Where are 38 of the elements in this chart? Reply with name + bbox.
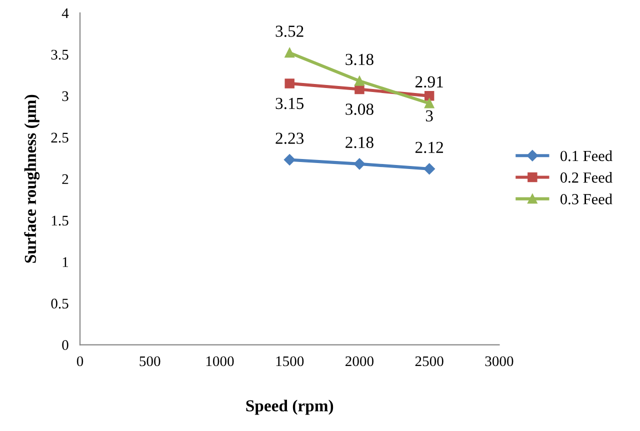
- x-tick-label: 1500: [276, 356, 304, 366]
- point: [424, 163, 435, 175]
- y-tick-label: 0: [62, 340, 68, 350]
- point: [424, 91, 434, 101]
- x-tick-label: 0: [76, 356, 84, 366]
- legend-label: 0.3 Feed: [560, 194, 612, 204]
- point: [424, 98, 434, 108]
- data-label: 3.52: [276, 26, 304, 37]
- point: [284, 48, 294, 58]
- x-tick-label: 2000: [346, 356, 374, 366]
- point: [284, 154, 296, 166]
- x-tick-label: 2500: [415, 356, 444, 366]
- data-label: 2.12: [415, 142, 443, 154]
- y-tick-label: 4: [62, 8, 69, 18]
- y-tick-label: 2.5: [51, 132, 68, 143]
- x-tick-label: 1000: [206, 356, 234, 366]
- y-tick-label: 1: [62, 257, 68, 267]
- legend-label: 0.2 Feed: [560, 172, 612, 183]
- legend-label: 0.1 Feed: [560, 150, 612, 162]
- data-label: 3.08: [346, 104, 374, 115]
- data-label: 3.18: [346, 54, 374, 66]
- data-label: 2.18: [346, 136, 374, 148]
- point: [354, 158, 366, 170]
- point: [284, 78, 294, 88]
- data-label: 3.15: [276, 98, 304, 110]
- x-tick-label: 3000: [485, 356, 514, 366]
- point: [354, 76, 364, 86]
- y-tick-label: 2: [62, 174, 68, 184]
- data-label: 3: [426, 110, 433, 122]
- y-tick-label: 3: [62, 91, 68, 102]
- y-axis-title: Surface roughness (µm): [24, 94, 40, 263]
- data-label: 2.23: [276, 132, 304, 144]
- x-axis-title: Speed (rpm): [246, 400, 334, 415]
- y-tick-label: 1.5: [52, 216, 68, 226]
- y-tick-label: 3.5: [51, 50, 68, 60]
- y-tick-label: 0.5: [51, 298, 68, 309]
- x-tick-label: 500: [140, 356, 160, 366]
- data-label: 2.91: [415, 76, 443, 88]
